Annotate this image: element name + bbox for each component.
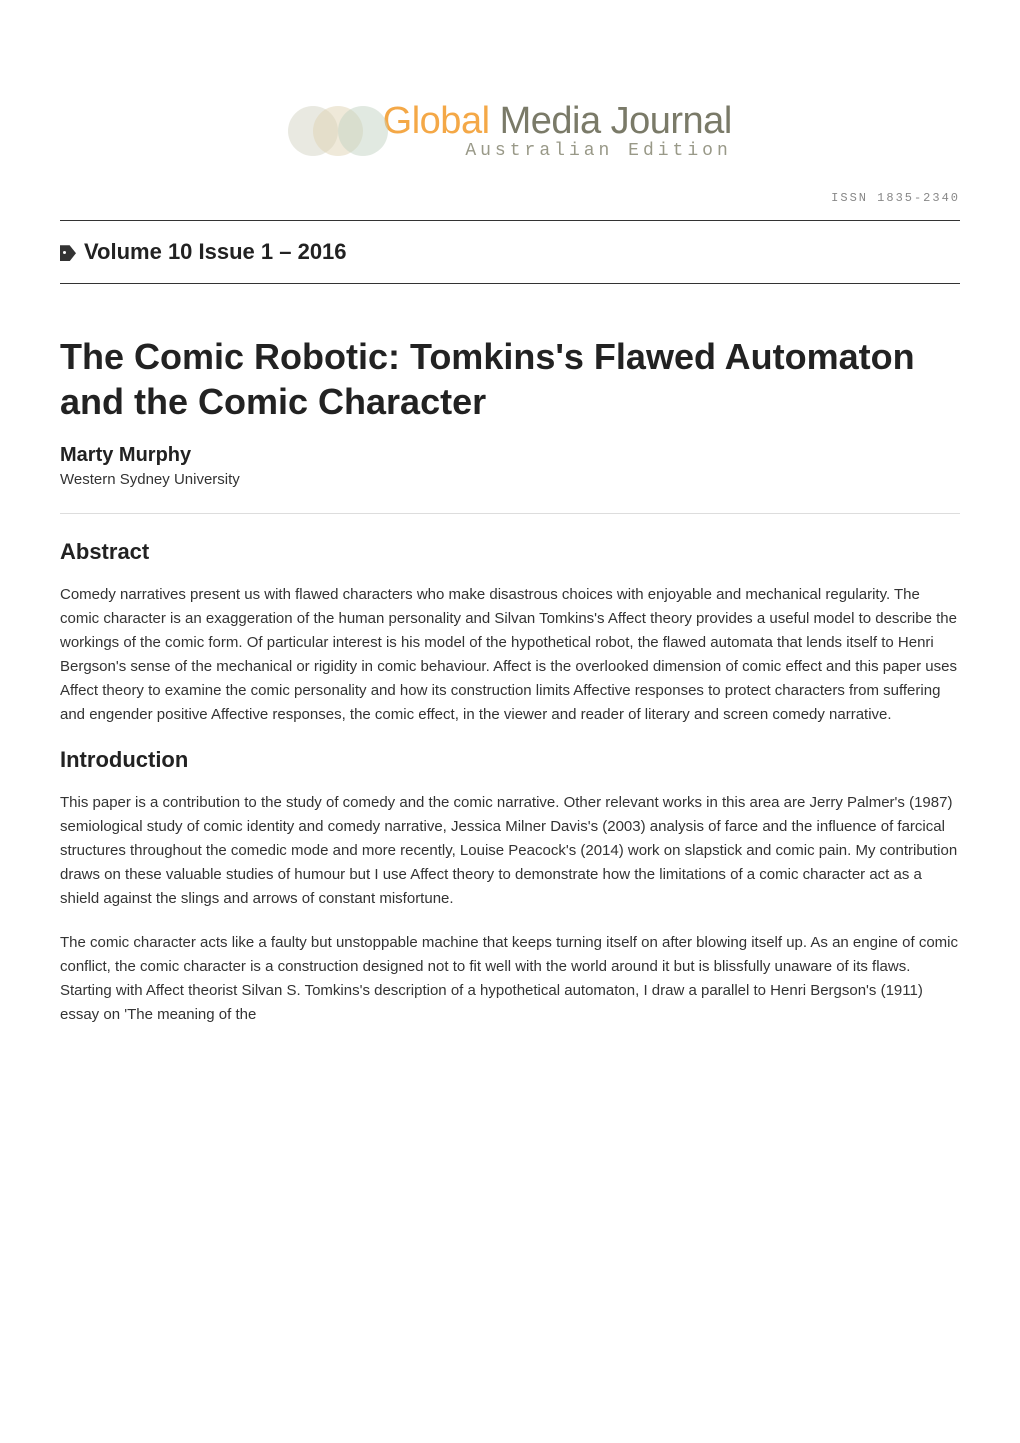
logo-word-media: Media Journal xyxy=(490,100,732,142)
volume-section: Volume 10 Issue 1 – 2016 xyxy=(60,221,960,283)
author-affiliation: Western Sydney University xyxy=(60,471,960,488)
journal-header: Global Media Journal Australian Edition xyxy=(60,40,960,161)
logo-subtitle: Australian Edition xyxy=(383,141,732,161)
logo-circle-3 xyxy=(338,106,388,156)
abstract-body: Comedy narratives present us with flawed… xyxy=(60,583,960,727)
introduction-heading: Introduction xyxy=(60,747,960,773)
logo-main-text: Global Media Journal xyxy=(383,100,732,143)
author-name: Marty Murphy xyxy=(60,444,960,467)
logo-text: Global Media Journal Australian Edition xyxy=(383,100,732,161)
logo-word-global: Global xyxy=(383,100,490,142)
abstract-heading: Abstract xyxy=(60,539,960,565)
volume-text: Volume 10 Issue 1 – 2016 xyxy=(84,239,347,264)
volume-title: Volume 10 Issue 1 – 2016 xyxy=(60,239,960,265)
tag-icon xyxy=(60,245,76,261)
introduction-paragraph-1: This paper is a contribution to the stud… xyxy=(60,791,960,911)
volume-divider xyxy=(60,283,960,284)
author-divider xyxy=(60,513,960,514)
logo-circles-icon xyxy=(288,101,388,161)
issn-label: ISSN 1835-2340 xyxy=(60,191,960,205)
logo-container: Global Media Journal Australian Edition xyxy=(288,100,732,161)
article-title: The Comic Robotic: Tomkins's Flawed Auto… xyxy=(60,334,960,424)
introduction-paragraph-2: The comic character acts like a faulty b… xyxy=(60,931,960,1027)
